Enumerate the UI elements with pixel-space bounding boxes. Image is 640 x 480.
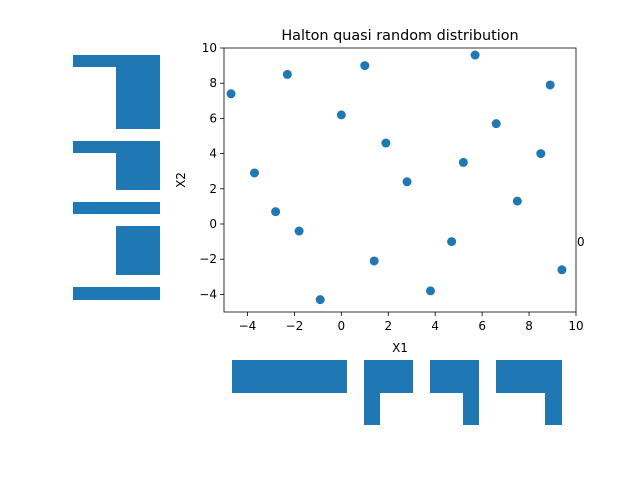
plot-frame [223, 47, 577, 313]
x-axis-label: X1 [392, 341, 408, 355]
x-tick-label: 8 [525, 319, 533, 333]
data-point [545, 80, 555, 90]
data-point [271, 207, 281, 217]
bottom-block-3b [463, 360, 479, 425]
data-point [512, 196, 522, 206]
data-point [294, 226, 304, 236]
data-point [447, 237, 457, 247]
y-tick-label: 2 [209, 182, 217, 196]
chart-title: Halton quasi random distribution [281, 28, 518, 44]
data-point [458, 157, 468, 167]
x-tick-label: 6 [478, 319, 486, 333]
stray-label: 0 [577, 235, 585, 249]
x-tick-label: −2 [286, 319, 304, 333]
data-point [336, 110, 346, 120]
data-point [250, 168, 260, 178]
left-marginal-blocks [73, 55, 160, 300]
y-tick-label: 4 [209, 147, 217, 161]
data-point [282, 69, 292, 79]
left-block-1b [116, 55, 160, 129]
left-block-4 [116, 226, 160, 275]
data-point [426, 286, 436, 296]
x-tick-label: 2 [384, 319, 392, 333]
data-point [491, 119, 501, 129]
left-block-3 [73, 202, 160, 214]
y-tick-label: −4 [199, 287, 217, 301]
x-tick-label: 0 [338, 319, 346, 333]
x-axis-ticks: −4 −2 0 2 4 6 8 10 [239, 312, 584, 333]
y-tick-label: −2 [199, 252, 217, 266]
data-point [536, 149, 546, 159]
data-point [402, 177, 412, 187]
data-point [557, 265, 567, 275]
y-axis-ticks: −4 −2 0 2 4 6 8 10 [199, 41, 224, 301]
y-tick-label: 0 [209, 217, 217, 231]
y-tick-label: 10 [202, 41, 217, 55]
scatter-points [226, 50, 567, 305]
y-axis-label: X2 [174, 172, 188, 188]
data-point [369, 256, 379, 266]
data-point [470, 50, 480, 60]
y-tick-label: 6 [209, 111, 217, 125]
left-block-5 [73, 287, 160, 300]
bottom-marginal-blocks [232, 360, 562, 425]
bottom-block-2b [364, 360, 380, 425]
data-point [381, 138, 391, 148]
x-tick-label: 10 [568, 319, 583, 333]
data-point [360, 61, 370, 71]
data-point [315, 295, 325, 305]
bottom-block-1 [232, 360, 347, 393]
y-tick-label: 8 [209, 76, 217, 90]
x-tick-label: 4 [431, 319, 439, 333]
left-block-2b [116, 141, 160, 190]
bottom-block-4b [545, 360, 562, 425]
data-point [226, 89, 236, 99]
x-tick-label: −4 [239, 319, 257, 333]
scatter-plot: −4 −2 0 2 4 6 8 10 −4 −2 0 2 4 6 8 10 Halton quasi ran… [174, 28, 584, 355]
